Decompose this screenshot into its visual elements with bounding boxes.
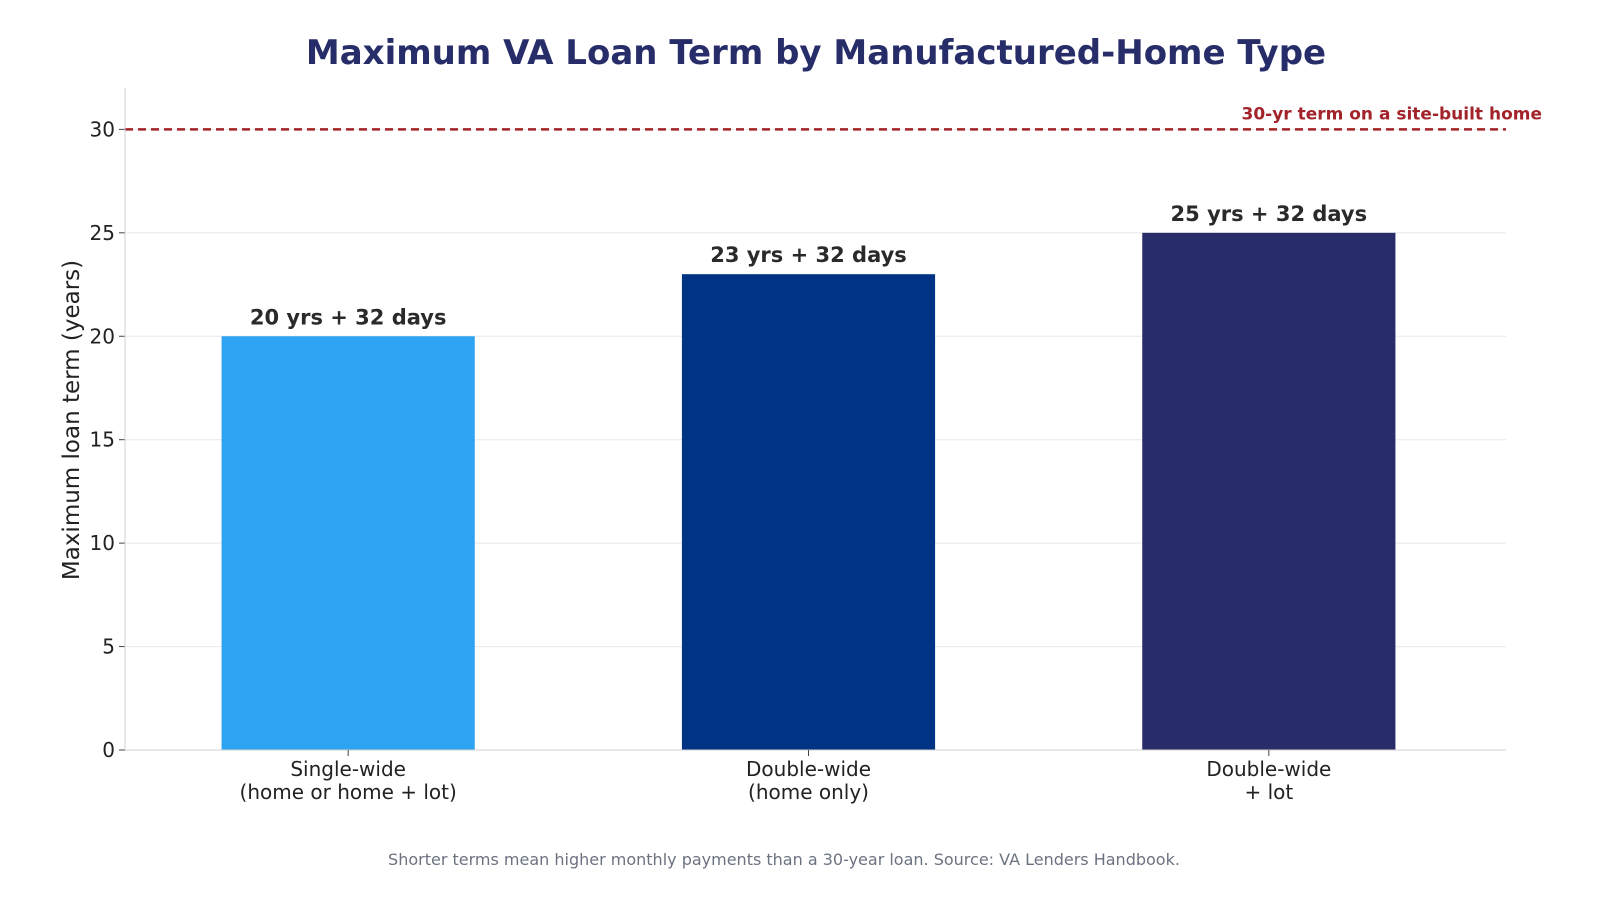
- footnote: Shorter terms mean higher monthly paymen…: [388, 850, 1180, 869]
- x-tick-label-line: + lot: [1244, 780, 1293, 804]
- chart-title: Maximum VA Loan Term by Manufactured-Hom…: [306, 33, 1326, 73]
- data-labels: 20 yrs + 32 days 23 yrs + 32 days 25 yrs +…: [250, 202, 1367, 329]
- bars: [221, 232, 1396, 750]
- bar: [221, 336, 475, 750]
- y-axis-label: Maximum loan term (years): [59, 260, 85, 580]
- bar-data-label: 25 yrs + 32 days: [1171, 202, 1368, 226]
- reference-line-group: 30-yr term on a site-built home: [125, 104, 1542, 131]
- x-tick-label: Single-wide (home or home + lot): [240, 757, 457, 804]
- x-tick-label-line: Double-wide: [746, 757, 871, 781]
- bar: [681, 274, 936, 750]
- x-tick-label: Double-wide (home only): [746, 757, 871, 804]
- y-tick-label: 30: [90, 117, 115, 141]
- bar-data-label: 20 yrs + 32 days: [250, 305, 447, 329]
- x-tick-label-line: Single-wide: [290, 757, 406, 781]
- y-tick-label: 20: [90, 324, 115, 348]
- y-tick-label: 0: [102, 738, 115, 762]
- x-tick-label-line: (home only): [748, 780, 869, 804]
- y-tick-label: 15: [90, 428, 115, 452]
- bar: [1142, 232, 1396, 750]
- x-tick-label: Double-wide + lot: [1206, 757, 1331, 804]
- y-tick-label: 5: [102, 635, 115, 659]
- y-tick-label: 25: [90, 221, 115, 245]
- x-tick-label-line: (home or home + lot): [240, 780, 457, 804]
- axes: 0 5 10 15 20 25 30 Single-wide (home or home + l…: [90, 88, 1506, 804]
- x-tick-label-line: Double-wide: [1206, 757, 1331, 781]
- y-tick-label: 10: [90, 531, 115, 555]
- reference-line-label: 30-yr term on a site-built home: [1241, 104, 1542, 124]
- bar-data-label: 23 yrs + 32 days: [710, 243, 907, 267]
